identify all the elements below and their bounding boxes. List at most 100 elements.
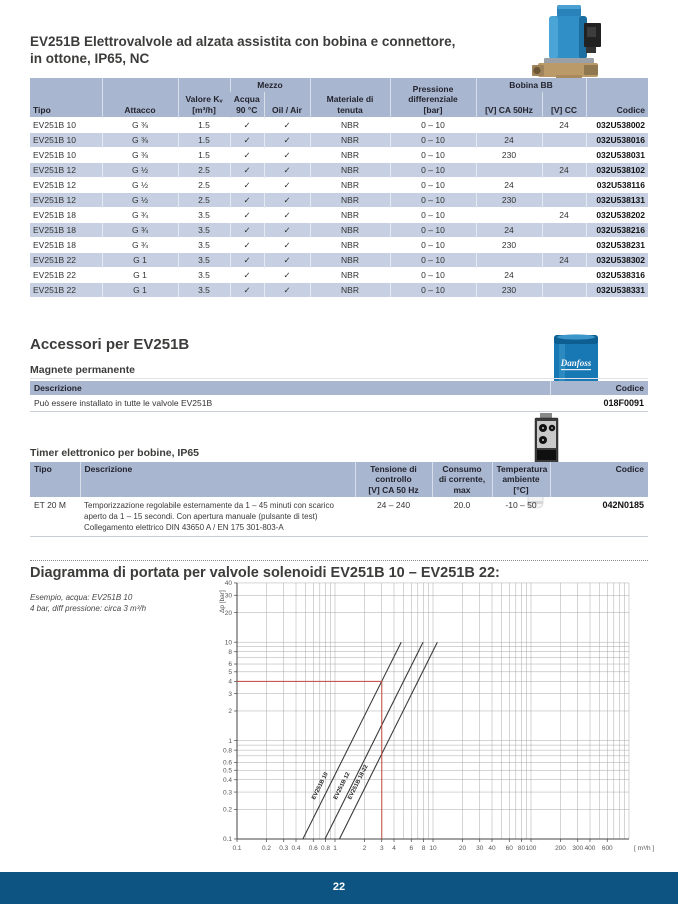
cell-kv: 3.5: [177, 267, 230, 283]
svg-text:0.1: 0.1: [232, 845, 241, 852]
cell-materiale: NBR: [309, 117, 390, 133]
cell-pressione: 0 – 10: [389, 177, 476, 193]
col-header-materiale: Materiale di tenuta: [309, 78, 390, 118]
cell-codice: 032U538116: [585, 177, 649, 193]
cell-materiale: NBR: [309, 192, 390, 208]
cell-attacco: G 1: [101, 252, 178, 268]
cell-acqua: ✓: [229, 117, 264, 133]
cell-cc: [541, 282, 587, 298]
svg-text:0.2: 0.2: [262, 845, 271, 852]
svg-text:1: 1: [333, 845, 337, 852]
svg-text:2: 2: [228, 708, 232, 715]
cell-attacco: G ⅜: [101, 132, 178, 148]
cell-ca-50hz: [475, 207, 542, 223]
col-header-pressione: Pressione differenziale [bar]: [389, 78, 476, 118]
cell-attacco: G 1: [101, 282, 178, 298]
table-row: EV251B 22 G 1 3.5 ✓ ✓ NBR 0 – 10 230 032U538331: [30, 282, 649, 298]
cell-codice: 032U538102: [585, 162, 649, 178]
cell-acqua: ✓: [229, 207, 264, 223]
svg-text:0.2: 0.2: [223, 807, 232, 814]
col-header-codice: Codice: [585, 78, 649, 118]
cell-materiale: NBR: [309, 207, 390, 223]
cell-codice: 032U538231: [585, 237, 649, 253]
table-row: EV251B 12 G ½ 2.5 ✓ ✓ NBR 0 – 10 24 032U538116: [30, 177, 649, 193]
svg-text:3: 3: [380, 845, 384, 852]
cell-materiale: NBR: [309, 222, 390, 238]
timer-tensione: 24 – 240: [355, 497, 432, 538]
svg-text:5: 5: [228, 669, 232, 676]
diagram-title: Diagramma di portata per valvole solenoi…: [30, 565, 500, 581]
timer-col-consumo: Consumo di corrente, max: [431, 462, 492, 498]
cell-cc: [541, 222, 587, 238]
cell-tipo: EV251B 18: [33, 225, 77, 236]
svg-text:100: 100: [526, 845, 537, 852]
svg-text:4: 4: [228, 679, 232, 686]
cell-tipo: EV251B 10: [33, 135, 77, 146]
cell-codice: 032U538016: [585, 132, 649, 148]
table-row: Può essere installato in tutte le valvol…: [30, 395, 648, 413]
col-group-mezzo: Mezzo: [229, 78, 310, 93]
cell-cc: 24: [541, 117, 587, 133]
cell-acqua: ✓: [229, 132, 264, 148]
svg-text:6: 6: [409, 845, 413, 852]
cell-codice: 032U538202: [585, 207, 649, 223]
col-header-cc: [V] CC: [541, 92, 587, 118]
cell-ca-50hz: 24: [475, 177, 542, 193]
col-header-valore-kv: Valore Kᵥ [m³/h]: [177, 78, 230, 118]
cell-kv: 1.5: [177, 117, 230, 133]
cell-cc: [541, 132, 587, 148]
cell-materiale: NBR: [309, 147, 390, 163]
table-row: ET 20 M Temporizzazione regolabile ester…: [30, 497, 648, 538]
cell-acqua: ✓: [229, 252, 264, 268]
svg-text:0.4: 0.4: [291, 845, 300, 852]
timer-col-tensione: Tensione di controllo [V] CA 50 Hz: [354, 462, 432, 498]
timer-codice: 042N0185: [550, 497, 648, 538]
cell-pressione: 0 – 10: [389, 282, 476, 298]
magnet-subtitle: Magnete permanente: [30, 364, 648, 379]
cell-materiale: NBR: [309, 267, 390, 283]
svg-text:EV251B 18-22: EV251B 18-22: [347, 764, 369, 801]
timer-tipo: ET 20 M: [30, 497, 80, 538]
main-table: Tipo Attacco Valore Kᵥ [m³/h] Mezzo Mate…: [30, 78, 649, 298]
magnet-descrizione: Può essere installato in tutte le valvol…: [30, 395, 550, 413]
cell-oil-air: ✓: [263, 192, 310, 208]
cell-attacco: G ½: [101, 192, 178, 208]
flow-chart: 0.1 0.2 0.3 0.4 0.6 0.8 1 2 3 4 6 8 10 20 30 40 60 80 100 2…: [195, 579, 665, 862]
cell-kv: 3.5: [177, 282, 230, 298]
cell-codice: 032U538031: [585, 147, 649, 163]
cell-codice: 032U538316: [585, 267, 649, 283]
svg-text:300: 300: [572, 845, 583, 852]
svg-text:40: 40: [488, 845, 496, 852]
flow-chart-svg: 0.1 0.2 0.3 0.4 0.6 0.8 1 2 3 4 6 8 10 20 30 40 60 80 100 2…: [219, 580, 654, 852]
cell-kv: 1.5: [177, 132, 230, 148]
timer-consumo: 20.0: [432, 497, 492, 538]
col-header-acqua: Acqua 90 °C: [230, 92, 264, 118]
table-row: EV251B 18 G ¾ 3.5 ✓ ✓ NBR 0 – 10 24 032U538202: [30, 207, 649, 223]
cell-ca-50hz: [475, 252, 542, 268]
cell-acqua: ✓: [229, 282, 264, 298]
col-header-ca50hz: [V] CA 50Hz: [475, 92, 542, 118]
cell-acqua: ✓: [229, 267, 264, 283]
svg-text:8: 8: [228, 649, 232, 656]
page-title: EV251B Elettrovalvole ad alzata assistit…: [30, 34, 456, 66]
timer-col-temperatura: Temperatura ambiente [°C]: [491, 462, 550, 498]
magnet-table: Descrizione Codice Può essere installato…: [30, 381, 648, 413]
cell-oil-air: ✓: [263, 252, 310, 268]
table-row: EV251B 10 G ⅜ 1.5 ✓ ✓ NBR 0 – 10 230 032U538031: [30, 147, 649, 163]
cell-materiale: NBR: [309, 132, 390, 148]
svg-text:10: 10: [429, 845, 437, 852]
timer-col-tipo: Tipo: [30, 462, 80, 498]
timer-descrizione: Temporizzazione regolabile esternamente …: [80, 497, 355, 538]
main-table-header: Tipo Attacco Valore Kᵥ [m³/h] Mezzo Mate…: [30, 78, 649, 118]
svg-text:80: 80: [518, 845, 526, 852]
cell-kv: 3.5: [177, 252, 230, 268]
cell-cc: [541, 237, 587, 253]
cell-tipo: EV251B 12: [33, 180, 77, 191]
cell-oil-air: ✓: [263, 207, 310, 223]
timer-table: Tipo Descrizione Tensione di controllo […: [30, 462, 648, 538]
cell-materiale: NBR: [309, 177, 390, 193]
cell-materiale: NBR: [309, 252, 390, 268]
cell-kv: 3.5: [177, 207, 230, 223]
col-group-bobina: Bobina BB: [475, 78, 587, 93]
cell-pressione: 0 – 10: [389, 207, 476, 223]
